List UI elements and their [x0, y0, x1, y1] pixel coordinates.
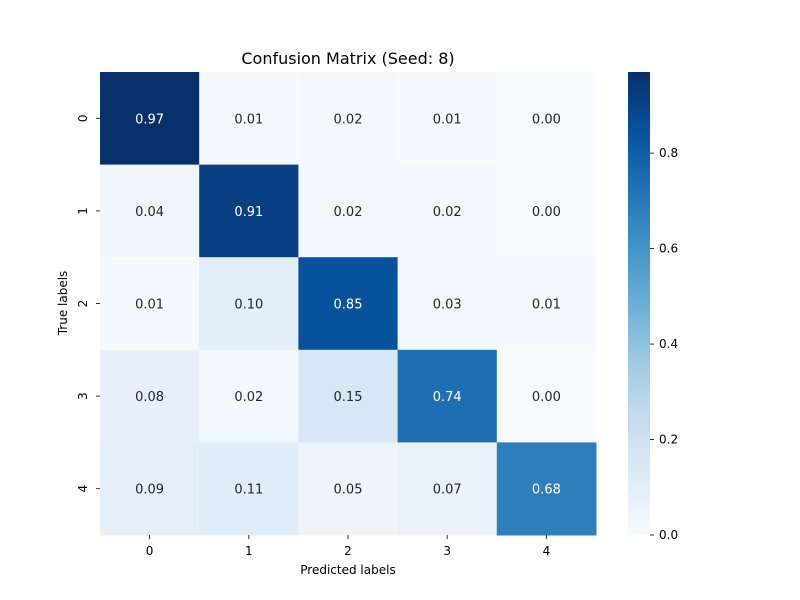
cell-value-label: 0.02	[234, 390, 263, 405]
cell-value-label: 0.02	[334, 205, 363, 220]
heatmap-cell	[100, 257, 200, 351]
heatmap-cell	[199, 349, 299, 443]
cell-value-label: 0.74	[433, 390, 462, 405]
heatmap-cell	[100, 164, 200, 258]
heatmap-cell	[298, 349, 399, 443]
heatmap-cells	[100, 72, 597, 536]
x-tick-label: 3	[443, 544, 451, 558]
cell-value-label: 0.00	[532, 205, 561, 220]
cell-value-label: 0.05	[334, 483, 363, 498]
heatmap-cell	[496, 72, 597, 166]
cell-value-label: 0.02	[433, 205, 462, 220]
cell-value-label: 0.09	[135, 483, 164, 498]
heatmap-cell	[298, 257, 399, 351]
chart-title: Confusion Matrix (Seed: 8)	[241, 49, 454, 68]
cell-value-label: 0.10	[234, 298, 263, 313]
cell-value-label: 0.97	[135, 112, 164, 127]
colorbar	[628, 72, 650, 535]
heatmap-cell	[100, 349, 200, 443]
heatmap-cell	[397, 72, 498, 166]
heatmap-cell	[397, 257, 498, 351]
x-axis-ticks: 0 1 2 3 4	[146, 535, 550, 558]
cell-value-label: 0.00	[532, 390, 561, 405]
y-tick-label: 4	[76, 485, 90, 493]
colorbar-tick-label: 0.4	[659, 337, 678, 351]
heatmap-cell	[397, 164, 498, 258]
heatmap-cell	[199, 164, 299, 258]
heatmap-cell	[496, 257, 597, 351]
heatmap-cell	[199, 72, 299, 166]
x-tick-label: 4	[543, 544, 551, 558]
heatmap-cell	[199, 442, 299, 536]
cell-value-label: 0.01	[532, 298, 561, 313]
heatmap-cell	[298, 72, 399, 166]
heatmap-cell-labels: 0.97 0.01 0.02 0.01 0.00 0.04 0.91 0.02 0.02 0.00…	[135, 112, 561, 497]
cell-value-label: 0.01	[234, 112, 263, 127]
heatmap-cell	[397, 442, 498, 536]
heatmap-cell	[100, 442, 200, 536]
y-tick-label: 3	[76, 392, 90, 400]
colorbar-tick-label: 0.2	[659, 433, 678, 447]
heatmap-cell	[100, 72, 200, 166]
cell-value-label: 0.08	[135, 390, 164, 405]
cell-value-label: 0.11	[234, 483, 263, 498]
cell-value-label: 0.02	[334, 112, 363, 127]
heatmap-cell	[496, 164, 597, 258]
colorbar-tick-label: 0.8	[659, 146, 678, 160]
x-tick-label: 0	[146, 544, 154, 558]
heatmap-cell	[496, 442, 597, 536]
y-tick-label: 2	[76, 300, 90, 308]
heatmap-cell	[199, 257, 299, 351]
cell-value-label: 0.68	[532, 483, 561, 498]
cell-value-label: 0.00	[532, 112, 561, 127]
y-tick-label: 0	[76, 114, 90, 122]
cell-value-label: 0.07	[433, 483, 462, 498]
cell-value-label: 0.15	[334, 390, 363, 405]
colorbar-tick-label: 0.0	[659, 528, 678, 542]
colorbar-tick-label: 0.6	[659, 242, 678, 256]
x-tick-label: 1	[245, 544, 253, 558]
y-axis-ticks: 0 1 2 3 4	[76, 114, 100, 493]
heatmap-cell	[397, 349, 498, 443]
y-tick-label: 1	[76, 207, 90, 215]
colorbar-ticks: 0.0 0.2 0.4 0.6 0.8	[650, 146, 678, 542]
heatmap-cell	[298, 164, 399, 258]
x-axis-label: Predicted labels	[300, 563, 395, 577]
cell-value-label: 0.91	[234, 205, 263, 220]
cell-value-label: 0.03	[433, 298, 462, 313]
cell-value-label: 0.04	[135, 205, 164, 220]
y-axis-label: True labels	[56, 271, 70, 337]
cell-value-label: 0.01	[135, 298, 164, 313]
heatmap-cell	[298, 442, 399, 536]
cell-value-label: 0.01	[433, 112, 462, 127]
cell-value-label: 0.85	[334, 298, 363, 313]
x-tick-label: 2	[344, 544, 352, 558]
heatmap-cell	[496, 349, 597, 443]
